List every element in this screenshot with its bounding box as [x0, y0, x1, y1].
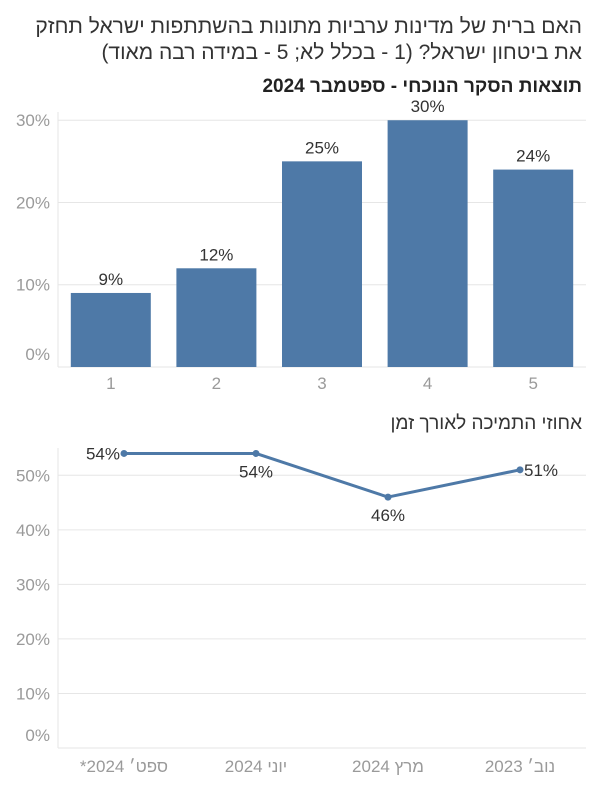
line-y-tick-label: 20%	[16, 630, 50, 649]
bar-value-label: 9%	[99, 270, 124, 289]
bar-chart: 0% 10% 20% 30% 9% 1 12% 2 25% 3 30% 4 24% 5	[16, 97, 586, 393]
line-value-label: 46%	[371, 506, 405, 525]
line-x-tick-label: מרץ 2024	[352, 757, 424, 776]
chart-subtitle: תוצאות הסקר הנוכחי - ספטמבר 2024	[262, 76, 582, 97]
bar-value-label: 24%	[516, 147, 550, 166]
bar	[493, 169, 574, 367]
line-y-tick-label: 30%	[16, 575, 50, 594]
line-x-tick-label: נוב׳ 2023	[485, 757, 555, 776]
bar-x-tick-label: 4	[423, 374, 432, 393]
bar-x-tick-label: 2	[212, 374, 221, 393]
line-y-tick-label: 0%	[25, 726, 50, 745]
bar	[282, 161, 362, 367]
bar-value-label: 12%	[199, 245, 233, 264]
line-point	[252, 449, 260, 457]
line-y-tick-label: 50%	[16, 466, 50, 485]
line-x-tick-label: ספט׳ 2024*	[80, 757, 168, 776]
line-point	[384, 493, 392, 501]
bar-y-tick-label: 0%	[25, 345, 50, 364]
bar	[176, 268, 257, 367]
bar-x-tick-label: 5	[528, 374, 537, 393]
bar-x-tick-label: 1	[106, 374, 115, 393]
bar	[70, 292, 151, 367]
bar	[387, 120, 468, 368]
chart-title: האם ברית של מדינות ערביות מתונות בהשתתפו…	[35, 15, 582, 64]
line-value-label: 54%	[239, 462, 273, 481]
line-y-tick-label: 10%	[16, 684, 50, 703]
line-value-label: 54%	[86, 444, 120, 463]
bar-y-tick-label: 20%	[16, 193, 50, 212]
line-value-label: 51%	[524, 461, 558, 480]
bar-y-tick-label: 30%	[16, 111, 50, 130]
line-y-tick-label: 40%	[16, 521, 50, 540]
bar-y-tick-label: 10%	[16, 276, 50, 295]
line-point	[516, 466, 524, 474]
line-x-tick-label: יוני 2024	[225, 757, 287, 776]
line-point	[120, 449, 128, 457]
bar-value-label: 30%	[411, 97, 445, 116]
series-line	[124, 451, 521, 499]
bar-x-tick-label: 3	[317, 374, 326, 393]
line-chart: 0% 10% 20% 30% 40% 50% 54% ספט׳ 2024* 54% יוני 20…	[16, 444, 586, 776]
bar-value-label: 25%	[305, 138, 339, 157]
line-chart-title: אחוזי התמיכה לאורך זמן	[390, 413, 583, 434]
